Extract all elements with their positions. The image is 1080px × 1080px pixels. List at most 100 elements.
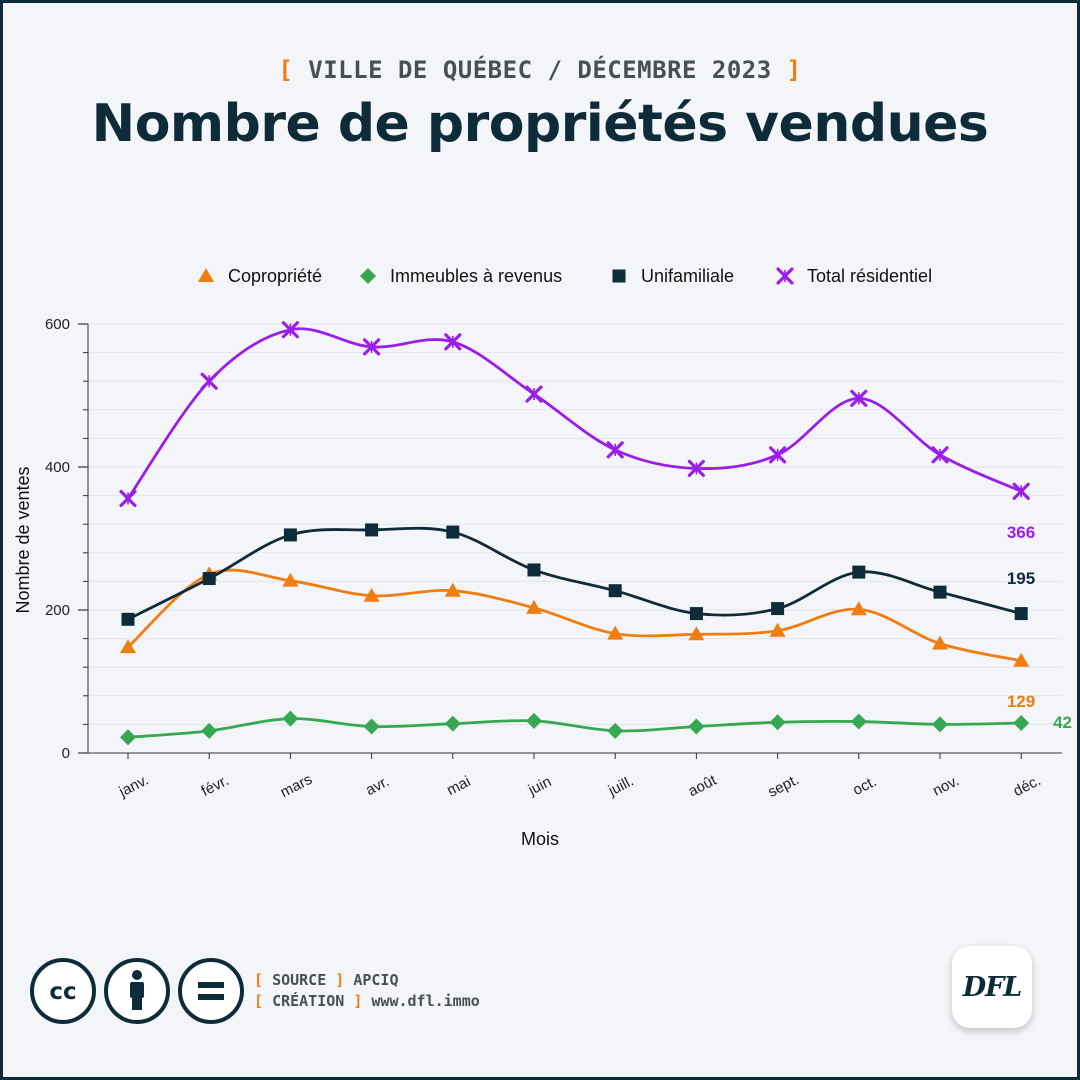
point-unifamiliale — [933, 585, 947, 599]
point-unifamiliale — [121, 612, 135, 626]
x-tick-label: déc. — [1011, 772, 1044, 800]
kicker-open-bracket: [ — [278, 56, 294, 84]
creation-line: [ CRÉATION ] www.dfl.immo — [254, 992, 480, 1010]
point-unifamiliale — [283, 528, 297, 542]
point-copropriete — [932, 635, 948, 650]
kicker: [ VILLE DE QUÉBEC / DÉCEMBRE 2023 ] — [0, 56, 1080, 84]
x-tick-label: janv. — [116, 771, 152, 800]
credits: [ SOURCE ] APCIQ [ CRÉATION ] www.dfl.im… — [254, 970, 480, 1012]
point-total-residentiel — [687, 459, 706, 478]
y-tick-label: 200 — [45, 602, 70, 619]
x-tick-label: mai — [444, 773, 473, 799]
legend-marker-copropriete — [198, 268, 214, 282]
point-copropriete — [363, 587, 380, 602]
x-tick-label: nov. — [930, 772, 962, 800]
point-copropriete — [444, 582, 461, 597]
x-tick-label: août — [685, 771, 719, 800]
x-tick-label: oct. — [850, 773, 879, 799]
end-label-immeubles-a-revenus: 42 — [1053, 713, 1072, 732]
point-total-residentiel — [444, 333, 462, 351]
x-tick-label: juin — [525, 773, 554, 799]
series-copropriete — [120, 566, 1030, 667]
creative-commons-icon: cc — [30, 958, 96, 1024]
legend-item-unifamiliale: Unifamiliale — [612, 266, 734, 286]
point-total-residentiel — [119, 489, 137, 508]
legend-label: Total résidentiel — [807, 266, 932, 286]
x-tick-label: sept. — [765, 771, 802, 801]
point-unifamiliale — [689, 607, 703, 621]
point-immeubles-a-revenus — [688, 718, 705, 735]
x-tick-label: mars — [278, 771, 315, 801]
point-unifamiliale — [771, 602, 785, 616]
legend-marker-unifamiliale — [612, 269, 626, 283]
point-total-residentiel — [281, 321, 299, 339]
series-line-immeubles-a-revenus — [127, 717, 1022, 739]
kicker-close-bracket: ] — [786, 56, 802, 84]
point-unifamiliale — [1014, 607, 1028, 621]
point-immeubles-a-revenus — [850, 713, 867, 730]
legend-marker-total-residentiel — [776, 267, 794, 285]
point-copropriete — [120, 639, 136, 654]
legend-label: Unifamiliale — [641, 266, 734, 286]
point-copropriete — [769, 622, 786, 637]
kicker-text: VILLE DE QUÉBEC / DÉCEMBRE 2023 — [308, 56, 772, 84]
point-immeubles-a-revenus — [1013, 714, 1030, 731]
legend-item-immeubles-a-revenus: Immeubles à revenus — [360, 266, 562, 286]
point-unifamiliale — [446, 525, 460, 539]
no-derivatives-icon — [178, 958, 244, 1024]
x-tick-label: avr. — [363, 773, 392, 799]
point-unifamiliale — [852, 565, 866, 579]
point-immeubles-a-revenus — [526, 712, 542, 729]
creation-label: CRÉATION — [272, 992, 345, 1010]
point-immeubles-a-revenus — [363, 718, 380, 735]
point-copropriete — [850, 601, 867, 616]
source-label: SOURCE — [272, 971, 327, 989]
cc-letters: cc — [49, 979, 76, 1005]
legend-label: Immeubles à revenus — [390, 266, 562, 286]
y-tick-label: 0 — [62, 745, 70, 762]
series-immeubles-a-revenus — [120, 710, 1030, 746]
point-immeubles-a-revenus — [607, 722, 624, 739]
series-line-total-residentiel — [126, 327, 1022, 500]
end-label-copropriete: 129 — [1007, 692, 1035, 711]
legend-marker-immeubles-a-revenus — [360, 268, 376, 284]
point-total-residentiel — [606, 441, 624, 459]
y-axis-title: Nombre de ventes — [13, 466, 33, 613]
page-title: Nombre de propriétés vendues — [91, 94, 989, 154]
point-total-residentiel — [931, 446, 949, 464]
point-immeubles-a-revenus — [201, 722, 218, 739]
creation-value: www.dfl.immo — [371, 992, 480, 1010]
point-unifamiliale — [202, 572, 216, 586]
point-immeubles-a-revenus — [282, 710, 299, 727]
point-immeubles-a-revenus — [932, 716, 948, 733]
end-label-unifamiliale: 195 — [1007, 569, 1035, 588]
point-immeubles-a-revenus — [444, 715, 461, 732]
point-copropriete — [1013, 652, 1030, 667]
point-unifamiliale — [608, 584, 622, 598]
point-unifamiliale — [365, 523, 379, 537]
series-total-residentiel — [119, 321, 1030, 508]
point-copropriete — [282, 572, 299, 587]
series-line-copropriete — [127, 568, 1022, 663]
point-unifamiliale — [527, 563, 541, 577]
series-unifamiliale — [121, 523, 1028, 626]
point-total-residentiel — [363, 338, 381, 356]
legend-item-total-residentiel: Total résidentiel — [776, 266, 932, 286]
point-total-residentiel — [525, 385, 543, 403]
legend-item-copropriete: Copropriété — [198, 266, 322, 286]
point-total-residentiel — [768, 446, 787, 464]
point-copropriete — [526, 599, 542, 614]
dfl-logo: DFL — [952, 946, 1032, 1028]
x-tick-label: juill. — [605, 773, 637, 800]
end-label-total-residentiel: 366 — [1007, 523, 1035, 542]
x-axis-title: Mois — [521, 829, 559, 849]
x-tick-label: févr. — [199, 772, 232, 800]
point-total-residentiel — [200, 372, 218, 390]
y-tick-label: 400 — [45, 459, 70, 476]
point-total-residentiel — [850, 389, 868, 407]
point-immeubles-a-revenus — [120, 729, 136, 746]
series-line-unifamiliale — [127, 526, 1022, 621]
legend-label: Copropriété — [228, 266, 322, 286]
